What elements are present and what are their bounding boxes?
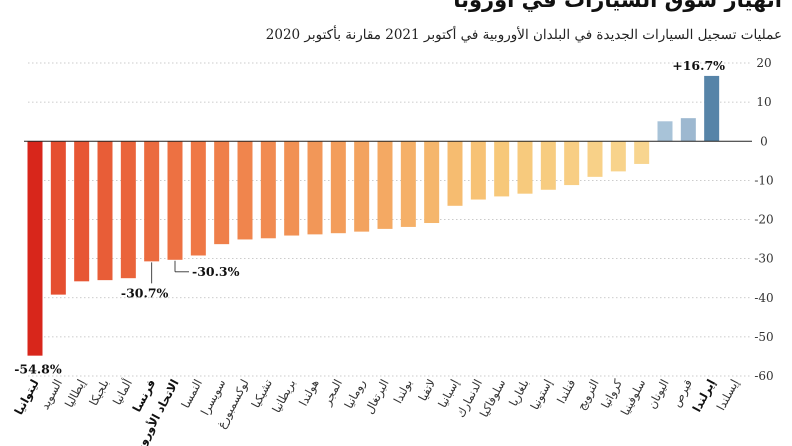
y-tick-label: -40 — [754, 291, 773, 305]
y-tick-label: -30 — [754, 252, 773, 266]
bars — [27, 75, 720, 356]
category-labels: ليتوانياالسويدإيطاليابلجيكاألمانيافرنساا… — [11, 376, 741, 446]
bar — [330, 141, 346, 234]
chart-title: انهيار سوق السيارات في أوروبا — [453, 0, 782, 12]
category-label: إستونيا — [527, 377, 555, 413]
category-label: بلجيكا — [86, 377, 111, 408]
bar — [634, 141, 650, 164]
bar — [377, 141, 393, 229]
bar — [74, 141, 90, 282]
bar — [610, 141, 626, 172]
bar — [97, 141, 113, 281]
y-tick-label: -20 — [754, 213, 773, 227]
category-label: هولندا — [296, 377, 322, 409]
y-tick-label: -50 — [754, 330, 773, 344]
bar — [424, 141, 440, 224]
bar — [680, 118, 696, 142]
bar — [657, 121, 673, 142]
data-label: +16.7% — [672, 58, 725, 73]
bar — [564, 141, 580, 186]
y-tick-label: -60 — [754, 369, 773, 383]
category-label: بريطانيا — [269, 377, 299, 416]
bar — [27, 141, 43, 356]
y-tick-label: 10 — [756, 95, 771, 109]
category-label: بولندا — [391, 377, 416, 406]
data-label: -54.8% — [14, 362, 62, 377]
data-label: -30.7% — [121, 285, 169, 300]
chart-subtitle: عمليات تسجيل السيارات الجديدة في البلدان… — [265, 27, 782, 43]
category-label: ألمانيا — [109, 376, 135, 407]
gridlines: 20 10 0 -10 -20 -30 -40 -50 -60 — [28, 56, 774, 383]
bar — [190, 141, 206, 256]
category-label: السويد — [38, 377, 66, 412]
bar — [50, 141, 66, 295]
y-tick-label: 20 — [756, 56, 771, 70]
category-label: اليونان — [645, 377, 673, 412]
category-label: إيسلندا — [714, 377, 742, 413]
bar — [214, 141, 230, 245]
bar — [354, 141, 370, 232]
category-label: ليتوانيا — [11, 377, 42, 418]
bar — [400, 141, 416, 227]
bar — [447, 141, 463, 206]
category-label: النرويج — [574, 377, 603, 413]
bar — [470, 141, 486, 200]
category-label: لاتفيا — [415, 377, 438, 403]
bar — [237, 141, 253, 240]
bar — [144, 141, 160, 262]
data-labels: -54.8% -30.7% -30.3% +16.7% — [14, 58, 725, 377]
bar — [704, 75, 720, 142]
bar — [167, 141, 183, 260]
bar — [540, 141, 556, 190]
category-label: فنلندا — [554, 377, 578, 406]
category-label: إيطاليا — [62, 377, 88, 410]
bar — [494, 141, 510, 197]
bar — [260, 141, 276, 239]
y-tick-label: 0 — [760, 134, 768, 148]
bar — [120, 141, 136, 279]
data-label: -30.3% — [192, 264, 240, 279]
category-label: إيرلندا — [690, 377, 719, 414]
bar — [284, 141, 300, 236]
y-tick-label: -10 — [754, 173, 773, 187]
bar — [517, 141, 533, 194]
bar — [307, 141, 323, 235]
bar — [587, 141, 603, 177]
